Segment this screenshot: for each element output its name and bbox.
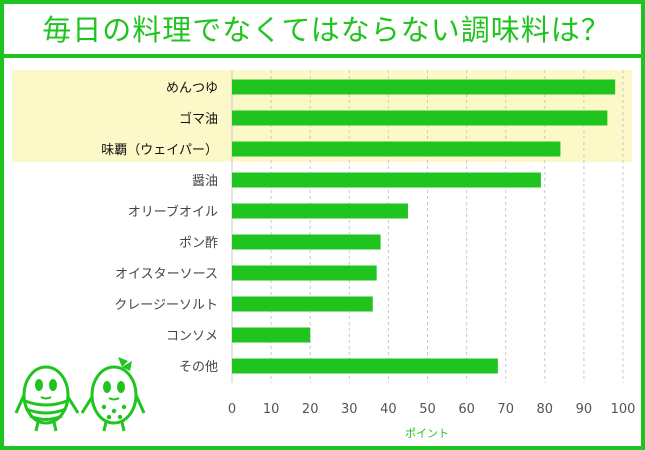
bar-layer bbox=[232, 79, 616, 374]
x-tick-label: 80 bbox=[537, 402, 554, 417]
x-tick-label: 100 bbox=[611, 402, 636, 417]
x-tick-label: 70 bbox=[497, 402, 514, 417]
bar bbox=[232, 141, 561, 157]
bar bbox=[232, 110, 608, 126]
title-bar: 毎日の料理でなくてはならない調味料は？ bbox=[0, 0, 645, 58]
bar bbox=[232, 203, 408, 219]
category-label: コンソメ bbox=[166, 329, 218, 344]
x-axis-label: ポイント bbox=[405, 427, 449, 440]
category-label: 醤油 bbox=[192, 174, 218, 189]
x-tick-label: 10 bbox=[263, 402, 280, 417]
bar bbox=[232, 172, 541, 188]
x-tick-label: 50 bbox=[419, 402, 436, 417]
bar bbox=[232, 79, 616, 95]
category-label: クレージーソルト bbox=[114, 298, 218, 313]
x-tick-label: 20 bbox=[302, 402, 319, 417]
category-label: オリーブオイル bbox=[128, 204, 218, 220]
category-label: ポン酢 bbox=[179, 236, 218, 251]
category-label: その他 bbox=[179, 360, 218, 375]
bar bbox=[232, 265, 377, 281]
egg-mascots-icon bbox=[14, 357, 146, 432]
x-tick-label: 90 bbox=[576, 402, 593, 417]
bar bbox=[232, 234, 381, 250]
x-tick-label: 30 bbox=[341, 402, 358, 417]
bar bbox=[232, 358, 498, 374]
category-label: 味覇（ウェイパー） bbox=[101, 143, 218, 158]
category-label: オイスターソース bbox=[115, 267, 218, 282]
x-tick-label: 0 bbox=[228, 402, 236, 417]
x-tick-label: 40 bbox=[380, 402, 397, 417]
category-label: ゴマ油 bbox=[179, 111, 218, 127]
x-tick-label: 60 bbox=[458, 402, 475, 417]
chart-title: 毎日の料理でなくてはならない調味料は？ bbox=[42, 13, 611, 47]
bar bbox=[232, 296, 373, 312]
x-tick-label-layer: 0 10 20 30 40 50 60 70 80 90 100 bbox=[228, 402, 636, 417]
bar bbox=[232, 327, 311, 343]
category-label: めんつゆ bbox=[166, 81, 218, 96]
